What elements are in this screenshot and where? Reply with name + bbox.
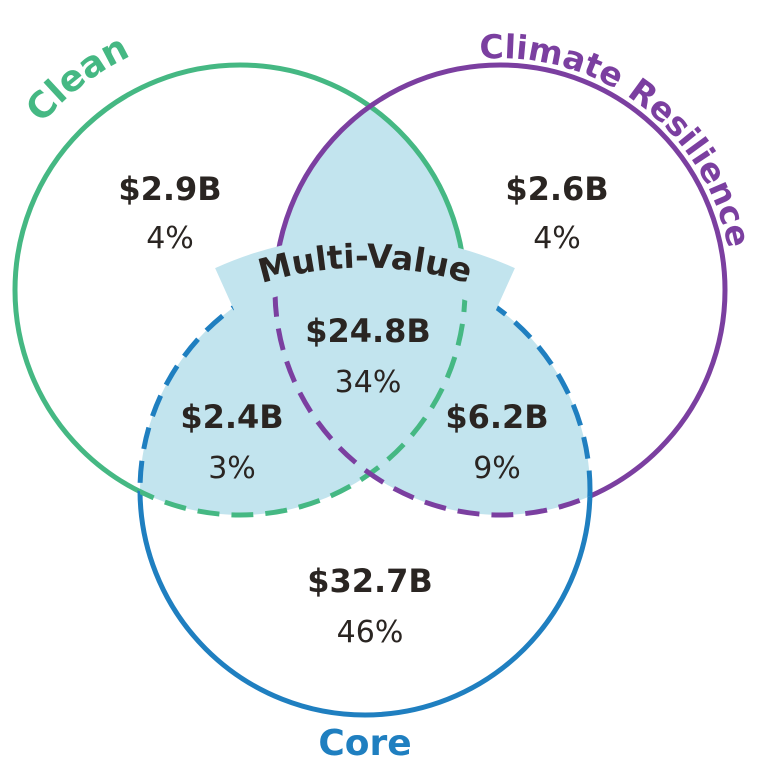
climate-dashed <box>272 62 728 518</box>
region-amount: $2.4B <box>180 398 283 436</box>
region-share: 34% <box>335 365 402 400</box>
region-amount: $6.2B <box>445 398 548 436</box>
region-share: 9% <box>473 451 521 486</box>
set-label-path: Clean <box>18 27 135 130</box>
region-share: 4% <box>146 221 194 256</box>
region-amount: $2.9B <box>118 170 221 208</box>
set-label: Core <box>318 723 411 761</box>
region-amount: $2.6B <box>505 170 608 208</box>
multi-value-banner <box>215 235 515 312</box>
region-amount: $24.8B <box>305 312 431 350</box>
region-share: 46% <box>337 615 404 650</box>
region-share: 3% <box>208 451 256 486</box>
set-label: Climate Resilience <box>479 27 757 251</box>
set-label: Clean <box>18 27 135 130</box>
region-amount: $32.7B <box>307 562 433 600</box>
overlap-fill <box>140 65 590 515</box>
region-share: 4% <box>533 221 581 256</box>
set-label-path: Climate Resilience <box>479 27 757 251</box>
